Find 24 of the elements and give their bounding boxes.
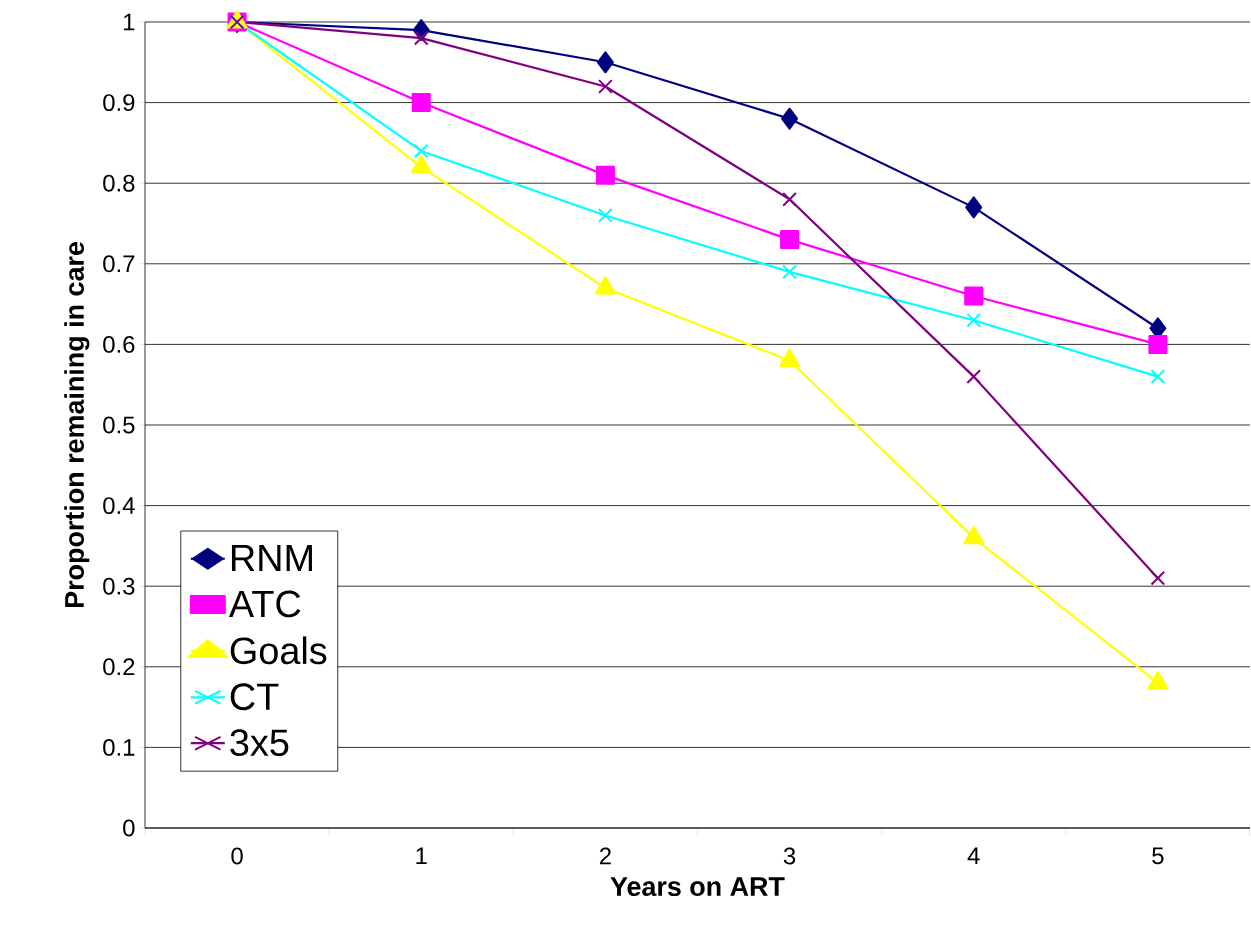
legend-label: Goals [230,636,327,665]
legend-label: CT [230,683,279,711]
x-tick-label: 5 [1152,847,1164,865]
y-tick-label: 0.1 [103,738,135,756]
y-tick-label: 0.5 [103,416,135,434]
x-tick-label: 4 [967,847,980,864]
y-tick-label: 0.6 [103,335,135,353]
y-tick-label: 0.8 [103,174,135,192]
x-tick-label: 2 [599,847,611,865]
legend-label: 3x5 [230,729,289,757]
y-tick-label: 1 [124,13,135,31]
x-tick-label: 1 [416,847,427,864]
y-tick-label: 0.4 [103,497,135,515]
y-tick-label: 0 [123,819,135,837]
y-tick-label: 0.2 [103,658,135,676]
y-tick-label: 0.9 [103,94,135,112]
legend-label: ATC [228,590,301,618]
y-axis-title: Proportion remaining in care [64,242,90,608]
x-tick-label: 3 [783,847,796,865]
legend-label: RNM [231,544,312,572]
x-tick-label: 0 [231,847,243,865]
y-tick-label: 0.3 [103,577,135,595]
x-axis-title: Years on ART [610,877,785,897]
y-tick-label: 0.7 [103,255,135,273]
